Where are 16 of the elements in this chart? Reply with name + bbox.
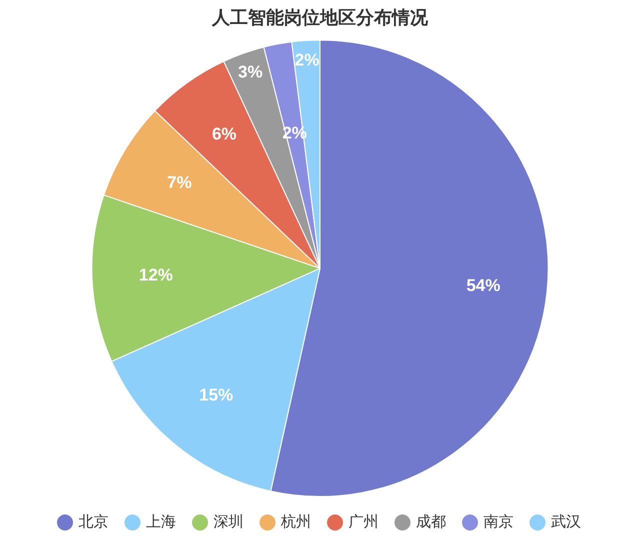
legend-label: 武汉 [551, 512, 581, 530]
data-label: 2% [294, 50, 320, 70]
legend-label: 上海 [146, 512, 176, 530]
data-label: 54% [466, 276, 500, 295]
legend-label: 杭州 [280, 512, 311, 530]
data-label: 3% [238, 62, 263, 82]
data-label: 12% [138, 266, 173, 285]
data-label: 15% [199, 385, 234, 404]
legend-label: 南京 [484, 512, 514, 530]
data-label: 6% [212, 124, 237, 144]
legend-label: 广州 [348, 512, 378, 530]
data-label: 7% [167, 172, 192, 192]
legend-label: 深圳 [214, 512, 244, 530]
chart-title: 人工智能岗位地区分布情况 [211, 7, 429, 28]
legend-label: 成都 [416, 512, 446, 530]
legend-label: 北京 [78, 512, 108, 530]
